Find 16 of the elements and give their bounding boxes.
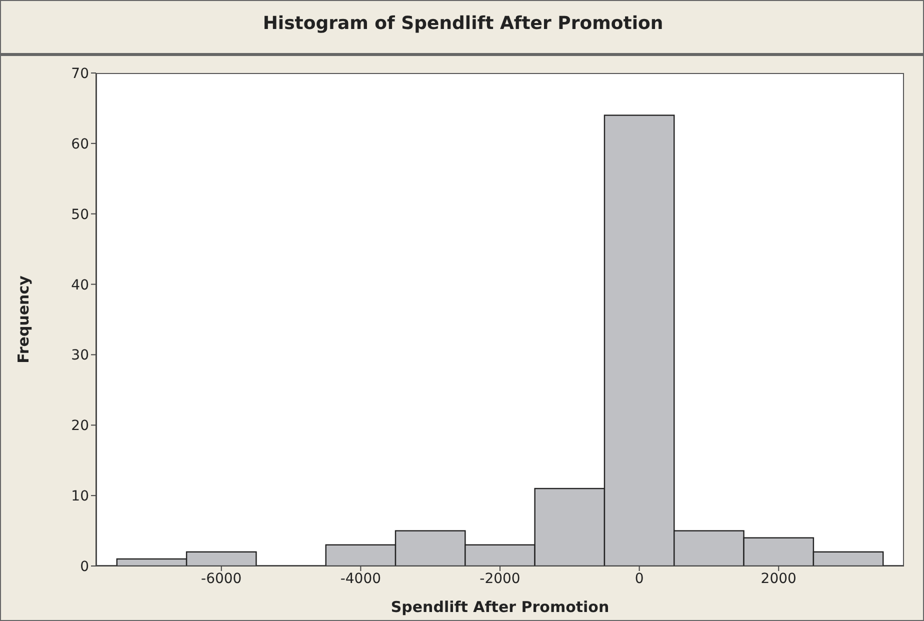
x-tick-label: -4000 xyxy=(340,570,382,587)
x-tick-label: 2000 xyxy=(760,570,796,587)
x-tick-label: 0 xyxy=(634,570,644,587)
y-tick-label: 40 xyxy=(71,277,89,294)
y-tick-label: 10 xyxy=(71,488,89,505)
chart-title: Histogram of Spendlift After Promotion xyxy=(262,13,664,34)
y-tick-label: 70 xyxy=(71,66,89,82)
y-tick-label: 30 xyxy=(71,348,89,364)
y-tick-label: 60 xyxy=(71,136,89,152)
x-axis-title: Spendlift After Promotion xyxy=(390,598,610,616)
y-tick-label: 50 xyxy=(71,206,89,223)
x-tick-label: -6000 xyxy=(201,570,242,587)
x-tick-label: -2000 xyxy=(480,570,520,587)
y-tick-label: 0 xyxy=(80,558,89,575)
y-axis-title: Frequency xyxy=(14,275,32,364)
y-tick-label: 20 xyxy=(71,418,89,434)
